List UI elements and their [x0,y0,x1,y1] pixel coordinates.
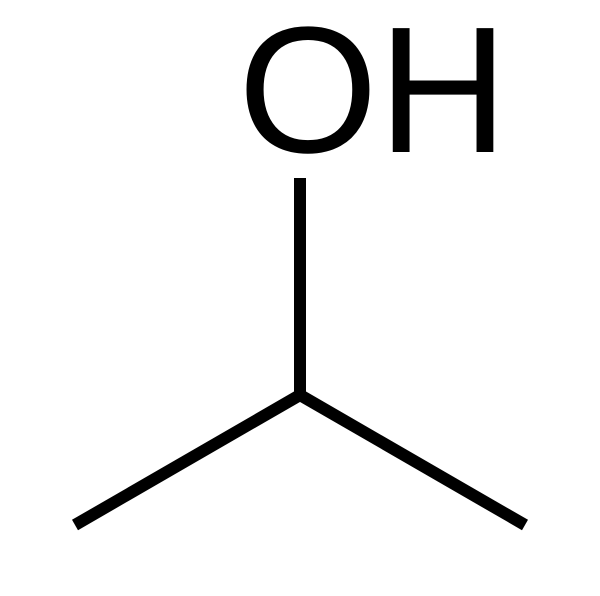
bond-c-c-right [300,395,525,525]
bond-c-c-left [75,395,300,525]
chemical-structure-diagram: OH [0,0,600,596]
hydroxyl-label: OH [238,1,508,181]
